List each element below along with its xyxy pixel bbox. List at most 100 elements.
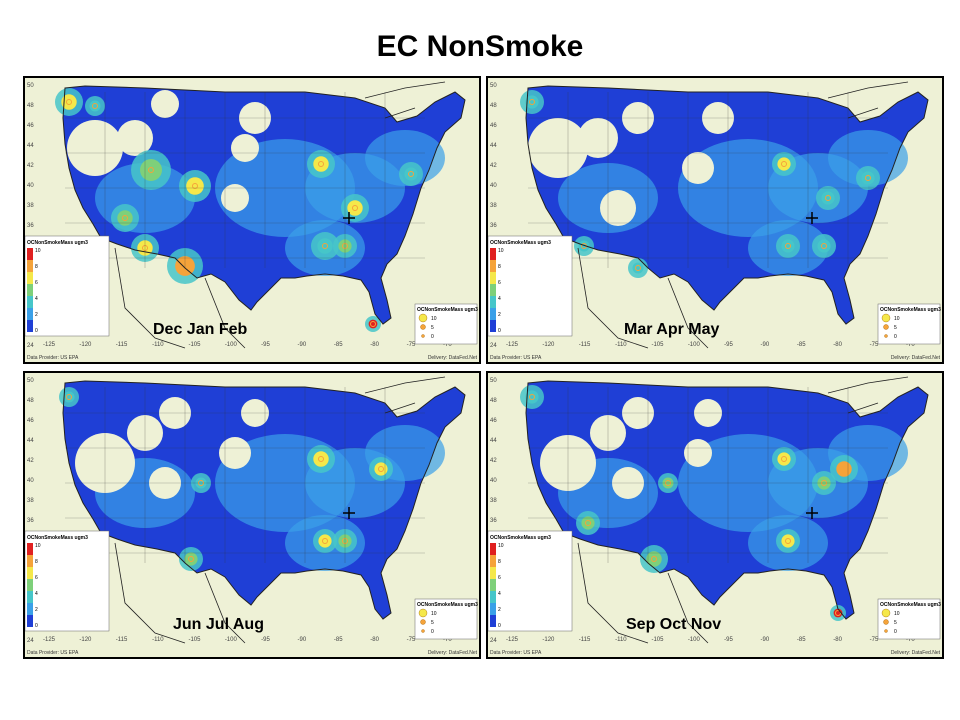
legend-tick-label: 4 [498, 296, 501, 302]
legend-title: OCNonSmokeMass ugm3 [27, 240, 88, 246]
map-canvas: 5048464442403836343230282624-125-120-115… [25, 81, 478, 361]
legend-color-swatch [27, 284, 33, 296]
longitude-tick-label: -125 [506, 342, 519, 348]
longitude-tick-label: -115 [579, 342, 591, 348]
us-border [62, 380, 466, 620]
us-border [62, 85, 466, 325]
hotspot-core [89, 100, 101, 112]
longitude-tick-label: -105 [651, 637, 664, 643]
legend-point-symbol [420, 324, 426, 330]
no-data-gap [231, 134, 259, 162]
legend-color-swatch [490, 284, 496, 296]
hotspot-core [61, 94, 77, 110]
color-scale-legend: OCNonSmokeMass ugm3 10 8 6 4 2 0 [25, 235, 110, 337]
legend-title: OCNonSmokeMass ugm3 [490, 240, 551, 246]
latitude-tick-label: 48 [490, 398, 497, 404]
longitude-tick-label: -90 [761, 342, 770, 348]
latitude-tick-label: 40 [490, 478, 497, 484]
latitude-tick-label: 44 [490, 438, 497, 444]
map-frame: 5048464442403836343230282624-125-120-115… [488, 78, 942, 362]
longitude-tick-label: -125 [43, 637, 56, 643]
longitude-tick-label: -110 [152, 637, 164, 643]
legend-point-label: 5 [894, 325, 897, 331]
longitude-tick-label: -80 [833, 637, 842, 643]
hotspot-core [313, 451, 329, 467]
legend-point-label: 10 [894, 611, 900, 617]
map-frame: 5048464442403836343230282624-125-120-115… [488, 373, 942, 657]
longitude-tick-label: -100 [225, 637, 238, 643]
canada-border [364, 81, 446, 119]
no-data-gap [684, 439, 712, 467]
monitor-site-marker [66, 99, 72, 105]
hotspot-core [374, 462, 388, 476]
legend-color-swatch [490, 603, 496, 615]
longitude-tick-label: -120 [79, 342, 92, 348]
monitor-site-marker [781, 161, 787, 167]
monitor-site-marker [529, 394, 535, 400]
hotspot-core [525, 390, 539, 404]
legend-color-swatch [490, 248, 496, 260]
legend-point-symbol [420, 619, 426, 625]
longitude-tick-label: -95 [724, 637, 733, 643]
longitude-tick-label: -105 [651, 342, 664, 348]
latitude-tick-label: 42 [27, 458, 34, 464]
legend-tick-label: 10 [498, 543, 504, 549]
monitor-site-marker [821, 243, 827, 249]
monitor-site-marker [322, 538, 328, 544]
latitude-tick-label: 50 [27, 83, 34, 89]
hotspot-core [368, 319, 378, 329]
data-provider-credit: Data Provider: US EPA [27, 355, 79, 361]
legend-point-label: 10 [894, 316, 900, 322]
legend-title: OCNonSmokeMass ugm3 [880, 602, 941, 608]
color-scale-legend: OCNonSmokeMass ugm3 10 8 6 4 2 0 [488, 530, 573, 632]
longitude-tick-label: -85 [797, 637, 806, 643]
monitor-site-marker [322, 243, 328, 249]
hotspot-core [184, 552, 198, 566]
legend-tick-label: 4 [35, 296, 38, 302]
longitude-tick-label: -90 [761, 637, 770, 643]
longitude-tick-label: -100 [225, 342, 238, 348]
hotspot-core [581, 516, 595, 530]
delivery-credit: Delivery: DataFed.Net [891, 355, 941, 361]
us-border [525, 85, 929, 325]
canada-border [364, 376, 446, 414]
monitor-site-marker [192, 183, 198, 189]
latitude-tick-label: 40 [490, 183, 497, 189]
legend-title: OCNonSmokeMass ugm3 [880, 307, 941, 313]
monitor-site-marker [66, 394, 72, 400]
point-size-legend: OCNonSmokeMass ugm3 10 5 0 [414, 303, 478, 345]
delivery-credit: Delivery: DataFed.Net [428, 355, 478, 361]
hotspot-core [117, 210, 133, 226]
longitude-tick-label: -80 [370, 637, 379, 643]
longitude-tick-label: -70 [906, 637, 915, 643]
monitor-site-marker [188, 556, 194, 562]
longitude-tick-label: -95 [724, 342, 733, 348]
page-title: EC NonSmoke [376, 30, 584, 63]
legend-tick-label: 4 [498, 591, 501, 597]
hotspot-core [821, 191, 835, 205]
monitor-site-marker [785, 538, 791, 544]
legend-point-label: 0 [894, 334, 897, 340]
map-panel-fall: 5048464442403836343230282624-125-120-115… [486, 371, 944, 659]
monitor-site-marker [865, 175, 871, 181]
monitor-site-marker [408, 171, 414, 177]
map-canvas: 5048464442403836343230282624-125-120-115… [25, 376, 478, 656]
legend-color-swatch [27, 260, 33, 272]
legend-point-symbol [418, 608, 428, 618]
legend-tick-label: 2 [35, 607, 38, 613]
legend-box [488, 530, 573, 632]
legend-point-label: 10 [431, 611, 437, 617]
legend-color-swatch [27, 603, 33, 615]
legend-color-swatch [490, 543, 496, 555]
legend-tick-label: 0 [498, 623, 501, 629]
point-size-legend: OCNonSmokeMass ugm3 10 5 0 [877, 598, 941, 640]
legend-tick-label: 6 [498, 280, 501, 286]
monitor-site-marker [370, 321, 376, 327]
hotspot-core [578, 240, 590, 252]
hotspot-core [777, 157, 791, 171]
legend-point-label: 10 [431, 316, 437, 322]
legend-tick-label: 8 [498, 559, 501, 565]
longitude-tick-label: -110 [615, 342, 627, 348]
hotspot-core [347, 200, 363, 216]
longitude-tick-label: -105 [188, 637, 201, 643]
